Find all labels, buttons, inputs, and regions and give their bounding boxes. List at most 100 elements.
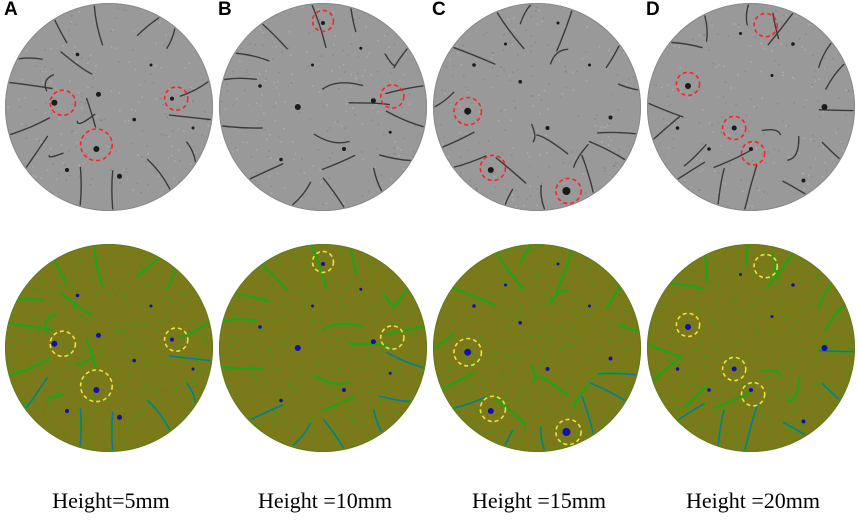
height-caption: Height =15mm bbox=[471, 488, 606, 513]
sample-disc bbox=[433, 244, 641, 452]
crack bbox=[821, 383, 840, 400]
crack bbox=[549, 289, 569, 306]
pore bbox=[821, 104, 828, 110]
pore bbox=[770, 74, 774, 77]
crack bbox=[648, 102, 684, 118]
pore bbox=[675, 367, 680, 371]
crack bbox=[703, 255, 709, 284]
crack bbox=[504, 429, 514, 446]
pore bbox=[749, 147, 753, 151]
crack-highlight-overlay bbox=[454, 372, 636, 450]
crack bbox=[179, 321, 209, 339]
crack bbox=[530, 123, 536, 143]
crack bbox=[146, 158, 171, 190]
crack bbox=[25, 135, 49, 168]
crack bbox=[555, 251, 573, 293]
pore bbox=[731, 125, 737, 131]
crack bbox=[393, 48, 408, 69]
crack bbox=[745, 244, 750, 267]
pore bbox=[464, 107, 472, 115]
pore bbox=[342, 147, 346, 151]
crack bbox=[169, 355, 211, 362]
sample-rim bbox=[5, 244, 213, 452]
texture-speckle bbox=[219, 244, 427, 452]
pore bbox=[75, 52, 80, 57]
crack bbox=[48, 393, 65, 399]
pore bbox=[791, 42, 795, 46]
pore bbox=[821, 345, 828, 351]
crack bbox=[166, 28, 176, 49]
crack bbox=[744, 405, 758, 450]
highlight-circle bbox=[675, 71, 701, 97]
crack bbox=[683, 144, 707, 167]
crack bbox=[168, 114, 211, 121]
crack-highlight-overlay bbox=[678, 350, 853, 450]
sample-disc bbox=[219, 244, 427, 452]
crack bbox=[321, 395, 356, 412]
crack bbox=[379, 395, 410, 403]
crack bbox=[223, 318, 258, 322]
pore bbox=[685, 83, 691, 89]
pore bbox=[707, 388, 711, 392]
pore bbox=[472, 63, 476, 67]
pore bbox=[191, 126, 195, 130]
crack bbox=[653, 115, 681, 140]
crack bbox=[378, 154, 411, 162]
highlight-circle bbox=[49, 89, 77, 117]
crack bbox=[249, 163, 284, 180]
crack bbox=[386, 351, 424, 369]
crack bbox=[540, 184, 546, 210]
crack bbox=[605, 286, 620, 310]
highlight-circle bbox=[49, 330, 77, 358]
panel-d: D Height =20mm bbox=[646, 0, 858, 520]
segmentation-map bbox=[432, 243, 642, 453]
crack bbox=[677, 161, 706, 180]
crack bbox=[772, 12, 780, 40]
segmentation-map bbox=[646, 243, 856, 453]
crack bbox=[385, 85, 424, 95]
crack bbox=[9, 357, 51, 377]
crack bbox=[818, 109, 854, 112]
pore bbox=[191, 367, 195, 371]
crack bbox=[136, 17, 160, 37]
crack bbox=[179, 81, 209, 97]
segmentation-map-image bbox=[5, 244, 213, 452]
crack bbox=[48, 152, 64, 158]
pore bbox=[294, 104, 301, 110]
sample-rim bbox=[647, 244, 855, 452]
crack bbox=[79, 166, 82, 206]
pore bbox=[65, 168, 69, 172]
highlight-circle bbox=[740, 381, 766, 407]
crack bbox=[322, 177, 345, 208]
crack bbox=[9, 81, 53, 90]
ct-slice bbox=[4, 2, 214, 212]
crack bbox=[321, 322, 364, 332]
crack bbox=[186, 141, 196, 163]
ct-slice-image bbox=[647, 3, 855, 211]
crack bbox=[535, 375, 569, 396]
crack bbox=[717, 409, 725, 445]
pore bbox=[117, 173, 122, 179]
highlight-circle bbox=[555, 177, 582, 205]
crack bbox=[761, 369, 782, 377]
crack bbox=[313, 374, 351, 385]
pore bbox=[608, 356, 613, 361]
pore bbox=[51, 99, 58, 106]
crack bbox=[322, 82, 364, 90]
ct-slice bbox=[218, 2, 428, 212]
pore bbox=[588, 63, 591, 67]
crack bbox=[93, 5, 104, 46]
pore bbox=[258, 325, 262, 329]
crack bbox=[111, 411, 114, 450]
pore bbox=[311, 304, 314, 308]
crack-highlight-overlay bbox=[25, 355, 211, 450]
pore bbox=[388, 371, 392, 375]
crack bbox=[704, 15, 708, 42]
crack bbox=[453, 47, 496, 65]
highlight-circle bbox=[675, 312, 701, 338]
segmentation-map-image bbox=[647, 244, 855, 452]
crack bbox=[761, 128, 781, 136]
pore bbox=[321, 21, 325, 25]
crack bbox=[671, 41, 703, 49]
pore bbox=[75, 293, 80, 298]
